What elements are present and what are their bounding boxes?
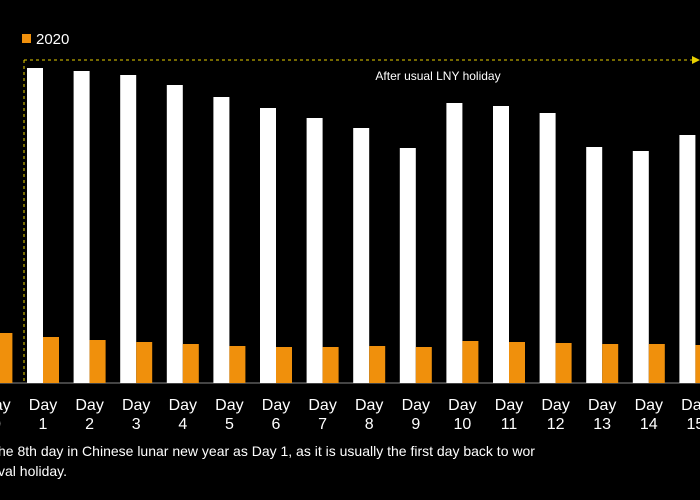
arrow-head <box>692 56 700 64</box>
x-tick-label: Day 0 <box>0 397 11 433</box>
x-tick-label: Day 11 <box>494 397 524 433</box>
bar <box>586 147 603 383</box>
bar <box>446 103 463 383</box>
bar <box>539 113 556 383</box>
x-tick-label: Day 10 <box>448 397 477 433</box>
x-tick-label: Day 3 <box>121 397 151 433</box>
x-tick-label: Day 14 <box>634 397 664 433</box>
bar <box>509 342 525 383</box>
x-tick-label: Day 7 <box>308 397 337 433</box>
x-tick-label: Day 2 <box>75 397 104 433</box>
bar <box>493 106 509 383</box>
bar <box>276 347 292 383</box>
bar <box>462 341 479 383</box>
x-tick-label: Day 15 <box>681 397 700 433</box>
footnote: val holiday. <box>0 463 68 479</box>
bar <box>415 347 432 383</box>
x-tick-label: Day 5 <box>215 397 244 433</box>
bar <box>648 344 665 383</box>
x-tick-label: Day 13 <box>587 397 617 433</box>
bar <box>166 85 183 383</box>
bar <box>322 347 339 383</box>
bar <box>399 148 416 383</box>
x-tick-label: Day 1 <box>28 397 58 433</box>
bar <box>602 344 619 383</box>
footnote: he 8th day in Chinese lunar new year as … <box>0 443 535 459</box>
x-tick-label: Day 9 <box>401 397 431 433</box>
bar <box>353 128 370 383</box>
bar <box>260 108 276 383</box>
bar <box>306 118 323 383</box>
x-tick-label: Day 4 <box>168 397 198 433</box>
bar <box>136 342 153 383</box>
x-tick-label: Day 12 <box>541 397 570 433</box>
bar <box>213 97 230 383</box>
bar <box>229 346 246 383</box>
bar <box>120 75 137 383</box>
legend-swatch <box>22 34 31 43</box>
bar <box>182 344 199 383</box>
bar <box>679 135 696 383</box>
bar <box>632 151 649 383</box>
bar <box>43 337 59 383</box>
bar <box>555 343 572 383</box>
bar <box>73 71 90 383</box>
x-tick-label: Day 8 <box>354 397 384 433</box>
bar <box>0 333 13 383</box>
bar <box>369 346 386 383</box>
bar <box>27 68 43 383</box>
annotation: After usual LNY holiday <box>375 69 500 83</box>
legend-label: 2020 <box>36 31 69 48</box>
x-tick-label: Day 6 <box>261 397 291 433</box>
bar <box>695 345 700 383</box>
bar <box>89 340 106 383</box>
